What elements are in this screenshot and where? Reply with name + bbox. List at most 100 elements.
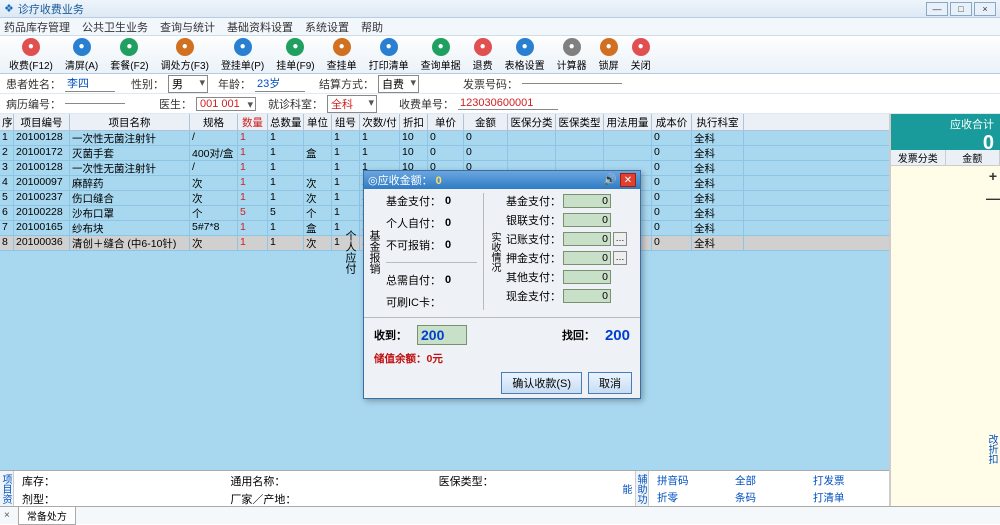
menu-item-2[interactable]: 查询与统计 [160,19,215,35]
menu-item-3[interactable]: 基础资料设置 [227,19,293,35]
sec-self: 个人应付 [342,193,358,310]
tool-0[interactable]: ●收费(F12) [4,37,58,73]
close-button[interactable]: × [974,2,996,16]
noreimb-label: 不可报销： [386,237,441,253]
tool-6[interactable]: ●查挂单 [322,37,362,73]
rcol1: 发票分类 [891,150,946,165]
col-head[interactable]: 次数/付 [360,114,400,130]
col-head[interactable]: 医保分类 [508,114,556,130]
dept-label: 就诊科室： [268,96,323,112]
col-head[interactable]: 单价 [428,114,464,130]
col-head[interactable]: 总数量 [268,114,304,130]
rcol2: 金额 [946,150,1000,165]
sound-icon[interactable]: 🔊 [602,173,618,187]
doctor-label: 医生： [159,96,192,112]
settle-combo[interactable]: 自费 [378,75,419,93]
aux-link-2[interactable]: 打发票 [813,473,881,488]
col-head[interactable]: 组号 [332,114,360,130]
table-row[interactable]: 120100128一次性无菌注射针/111110000全科 [0,131,889,146]
col-head[interactable]: 医保类型 [556,114,604,130]
r-dep-input[interactable] [563,251,611,265]
change-value: 200 [605,327,630,344]
total-label: 总需自付： [386,272,441,288]
col-head[interactable]: 数量 [238,114,268,130]
tab-prescription[interactable]: 常备处方 [18,507,76,525]
r-other-label: 其他支付： [506,269,561,285]
tab-close-icon[interactable]: × [4,510,10,521]
zoom-out-icon[interactable]: — [986,190,1000,206]
col-head[interactable]: 折扣 [400,114,428,130]
stock-label: 库存： [22,473,210,489]
age-field[interactable]: 23岁 [255,75,305,92]
col-head[interactable]: 执行科室 [692,114,744,130]
aux-link-0[interactable]: 拼音码 [657,473,725,488]
menu-item-5[interactable]: 帮助 [361,19,383,35]
confirm-button[interactable]: 确认收款(S) [501,372,582,394]
table-row[interactable]: 220100172灭菌手套400对/盒11盒1110000全科 [0,146,889,161]
r-cash-input[interactable] [563,289,611,303]
r-dep-label: 押金支付： [506,250,561,266]
tool-8[interactable]: ●查询单据 [416,37,466,73]
r-other-input[interactable] [563,270,611,284]
sex-combo[interactable]: 男 [168,75,208,93]
col-head[interactable]: 用法用量 [604,114,652,130]
aux-link-3[interactable]: 折零 [657,490,725,505]
invoice-field[interactable] [522,83,622,84]
tool-11[interactable]: ●计算器 [552,37,592,73]
r-cash-label: 现金支付： [506,288,561,304]
tool-2[interactable]: ●套餐(F2) [105,37,153,73]
self-val: 0 [445,217,451,229]
tool-1[interactable]: ●清屏(A) [60,37,103,73]
aux-link-5[interactable]: 打清单 [813,490,881,505]
r-fund-input[interactable] [563,194,611,208]
min-button[interactable]: — [926,2,948,16]
recv-label: 收到： [374,327,407,343]
menu-item-4[interactable]: 系统设置 [305,19,349,35]
dept-combo[interactable]: 全科 [327,95,377,113]
aux-link-4[interactable]: 条码 [735,490,803,505]
aux-side: 辅助功能 [635,471,649,506]
dialog-amount: 0 [436,175,442,187]
col-head[interactable]: 项目编号 [14,114,70,130]
payment-dialog: ◎ 应收金额：0 🔊 ✕ 基金报销 个人应付 基金支付：0 个人自付：0 不可报… [363,170,641,399]
acct-more-icon[interactable]: … [613,232,627,246]
col-head[interactable]: 规格 [190,114,238,130]
fee-field[interactable]: 123030600001 [458,97,558,110]
invoice-label: 发票号码： [463,76,518,92]
age-label: 年龄： [218,76,251,92]
col-head[interactable]: 项目名称 [70,114,190,130]
settle-label: 结算方式： [319,76,374,92]
tool-10[interactable]: ●表格设置 [500,37,550,73]
tool-9[interactable]: ●退费 [468,37,498,73]
generic-label: 通用名称： [230,473,418,489]
dialog-close-icon[interactable]: ✕ [620,173,636,187]
col-head[interactable]: 成本价 [652,114,692,130]
aux-link-1[interactable]: 全部 [735,473,803,488]
fee-label: 收费单号： [399,96,454,112]
tool-12[interactable]: ●锁屏 [594,37,624,73]
discount-side[interactable]: 改折扣 [984,434,999,464]
r-union-input[interactable] [563,213,611,227]
col-head[interactable]: 单位 [304,114,332,130]
tool-5[interactable]: ●挂单(F9) [271,37,319,73]
record-field[interactable] [65,103,125,104]
r-acct-label: 记账支付： [506,231,561,247]
tool-3[interactable]: ●调处方(F3) [156,37,214,73]
cancel-button[interactable]: 取消 [588,372,632,394]
zoom-in-icon[interactable]: + [989,168,997,184]
tool-4[interactable]: ●登挂单(P) [216,37,269,73]
dep-more-icon[interactable]: … [613,251,627,265]
tool-13[interactable]: ●关闭 [626,37,656,73]
menu-item-0[interactable]: 药品库存管理 [4,19,70,35]
record-label: 病历编号： [6,96,61,112]
col-head[interactable]: 序 [0,114,14,130]
doctor-combo[interactable]: 001 001 [196,97,256,111]
col-head[interactable]: 金额 [464,114,508,130]
r-acct-input[interactable] [563,232,611,246]
recv-input[interactable]: 200 [417,325,467,345]
total-title: 应收合计 [897,116,994,132]
menu-item-1[interactable]: 公共卫生业务 [82,19,148,35]
patient-name[interactable]: 李四 [65,75,115,92]
tool-7[interactable]: ●打印清单 [364,37,414,73]
max-button[interactable]: □ [950,2,972,16]
